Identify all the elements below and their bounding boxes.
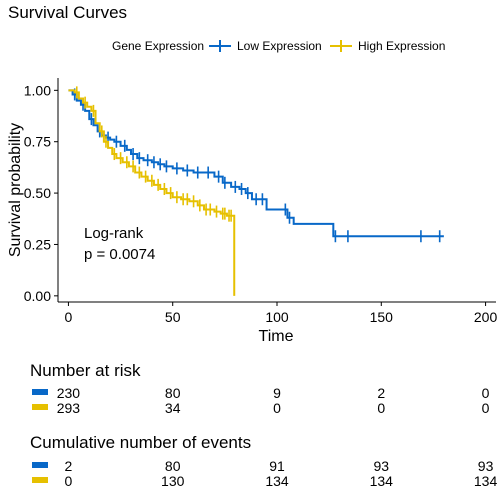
y-tick-label: 0.75 (24, 134, 51, 150)
y-tick-label: 1.00 (24, 82, 51, 98)
table-cell: 93 (373, 458, 389, 474)
legend-item-high: High Expression (330, 39, 445, 53)
table-cell: 93 (478, 458, 494, 474)
y-tick-label: 0.00 (24, 288, 51, 304)
legend-label-low: Low Expression (237, 39, 322, 53)
table-cell: 230 (57, 385, 81, 401)
risk-table-title: Number at risk (30, 361, 141, 380)
plot-panel: 0.00 0.25 0.50 0.75 1.00 0 50 100 150 200 Log-ra… (24, 78, 498, 325)
table-cell: 2 (377, 385, 385, 401)
y-axis-label: Survival probability (7, 123, 24, 257)
table-swatch-low (32, 462, 48, 468)
pvalue-annotation-method: Log-rank (84, 225, 144, 242)
x-axis-label: Time (259, 328, 294, 345)
table-cell: 134 (265, 473, 289, 489)
legend: Gene Expression Low Expression High Expr… (112, 39, 445, 53)
table-cell: 134 (370, 473, 394, 489)
legend-item-low: Low Expression (209, 39, 322, 53)
survival-curve-high (68, 89, 236, 296)
table-cell: 2 (65, 458, 73, 474)
table-cell: 80 (165, 385, 181, 401)
table-cell: 0 (377, 400, 385, 416)
table-cell: 91 (269, 458, 285, 474)
table-cell: 134 (474, 473, 498, 489)
chart-title: Survival Curves (8, 3, 127, 22)
table-cell: 0 (482, 400, 490, 416)
y-tick-label: 0.25 (24, 236, 51, 252)
survival-curve-low (68, 89, 444, 238)
table-swatch-high (32, 404, 48, 410)
legend-label-high: High Expression (358, 39, 445, 53)
x-tick-label: 200 (474, 309, 498, 325)
pvalue-annotation-value: p = 0.0074 (84, 246, 155, 263)
x-tick-label: 0 (65, 309, 73, 325)
table-cell: 293 (57, 400, 81, 416)
table-cell: 0 (482, 385, 490, 401)
table-cell: 130 (161, 473, 185, 489)
table-cell: 80 (165, 458, 181, 474)
legend-title: Gene Expression (112, 39, 204, 53)
y-tick-label: 0.50 (24, 185, 51, 201)
table-swatch-low (32, 389, 48, 395)
table-swatch-high (32, 477, 48, 483)
x-tick-label: 100 (265, 309, 289, 325)
x-axis-ticks: 0 50 100 150 200 (65, 302, 498, 325)
table-cell: 9 (273, 385, 281, 401)
events-table: 2 80 91 93 93 0 130 134 134 134 (32, 458, 497, 489)
y-axis-ticks: 0.00 0.25 0.50 0.75 1.00 (24, 82, 58, 304)
table-cell: 34 (165, 400, 181, 416)
events-table-title: Cumulative number of events (30, 433, 251, 452)
x-tick-label: 150 (370, 309, 394, 325)
x-tick-label: 50 (165, 309, 181, 325)
table-cell: 0 (65, 473, 73, 489)
survival-curves (68, 86, 444, 296)
table-cell: 0 (273, 400, 281, 416)
